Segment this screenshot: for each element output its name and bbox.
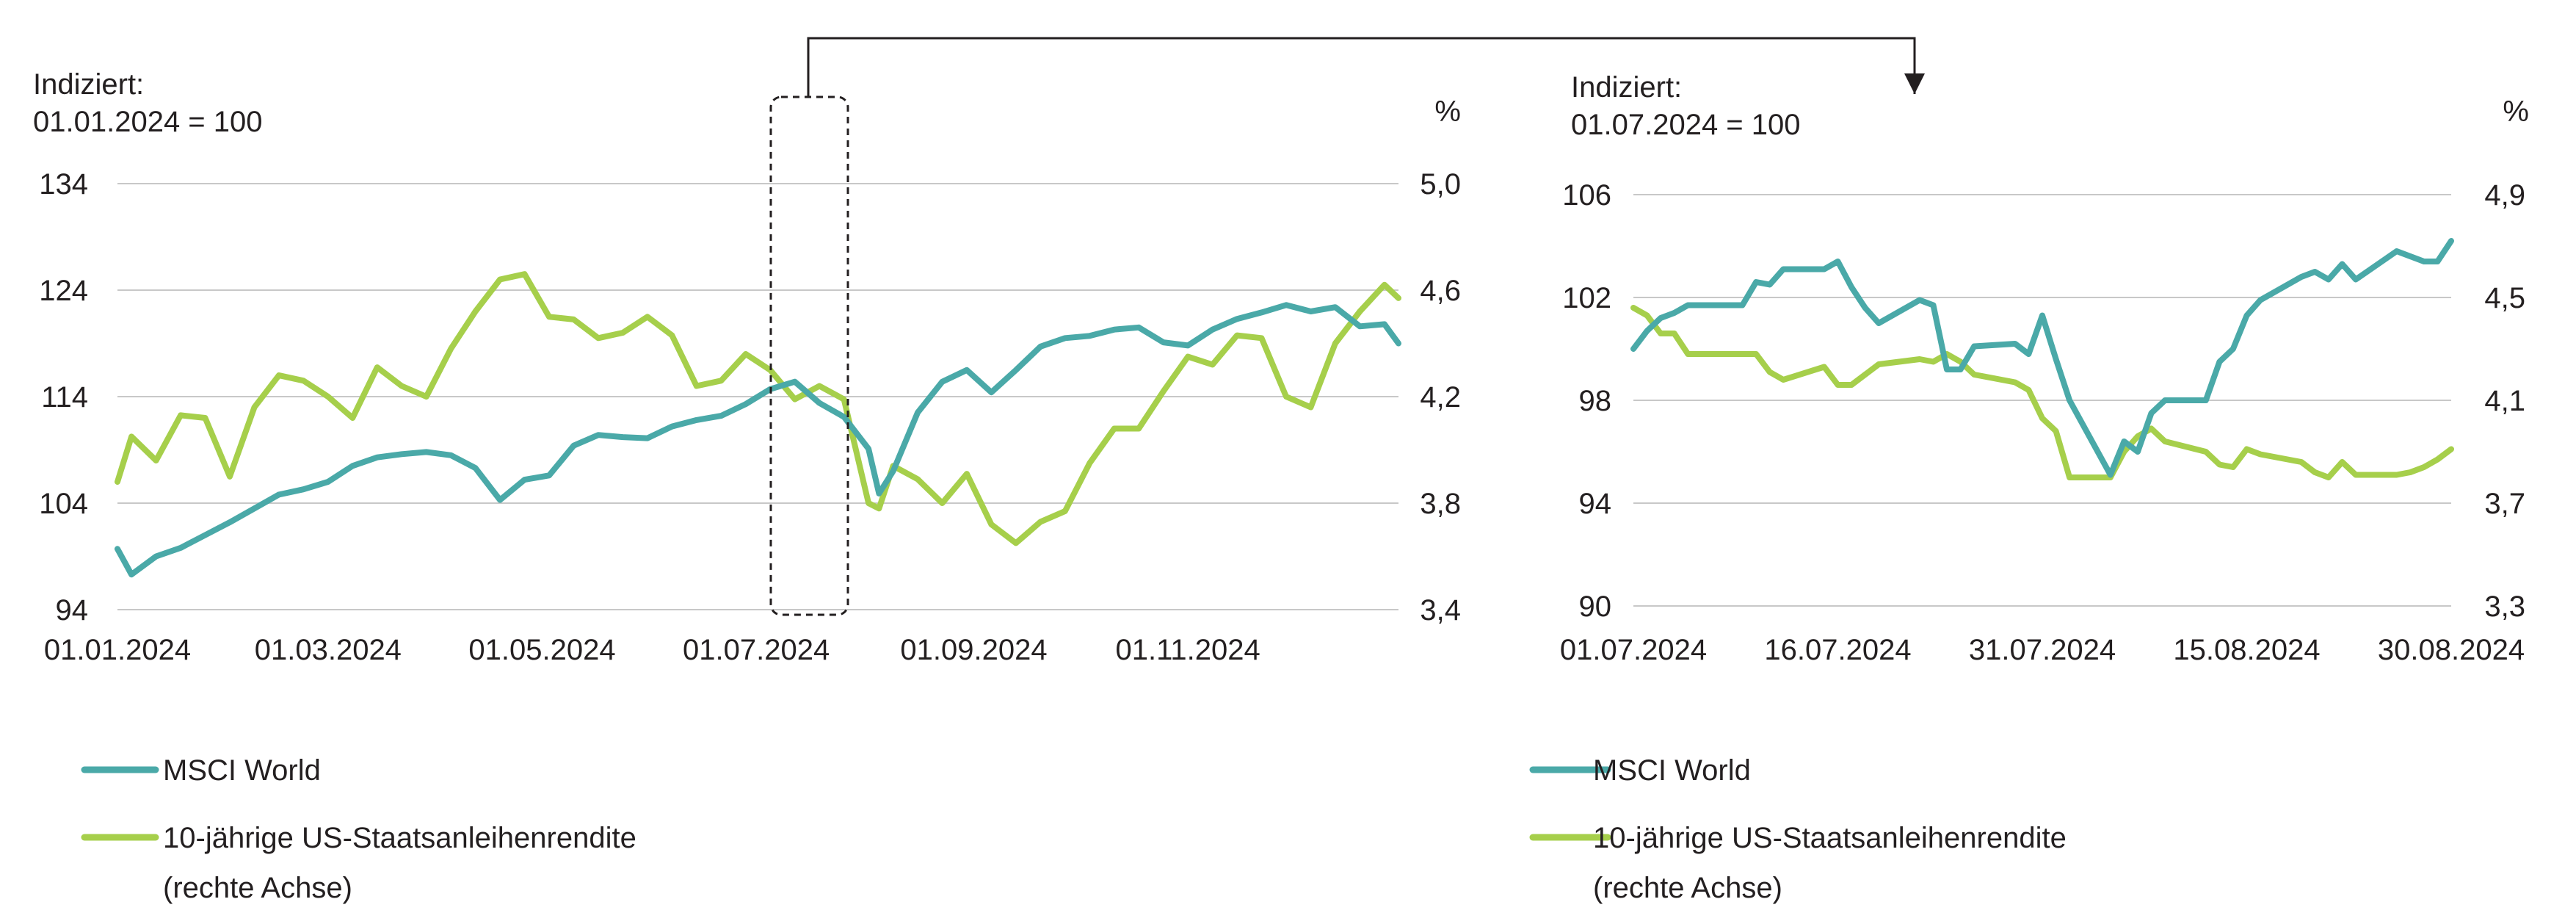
chart-left: Indiziert: 01.01.2024 = 100 % 134 5,0 124 4… [33, 68, 1461, 666]
right-tick-label: 4,5 [2484, 282, 2525, 314]
legend-label-bond-note: (rechte Achse) [163, 872, 352, 904]
series-line-msci-world [1630, 238, 2454, 478]
left-ticks: 134 5,0 124 4,6 114 4,2 104 3,8 94 3,4 01.01.2024 0… [39, 168, 1461, 666]
left-tick-label: 114 [41, 381, 88, 414]
left-tick-label: 90 [1579, 591, 1612, 623]
legend-label-bond-note: (rechte Achse) [1593, 872, 1782, 904]
x-tick-label: 30.08.2024 [2378, 634, 2525, 666]
left-tick-label: 134 [39, 168, 88, 201]
right-tick-label: 5,0 [1420, 168, 1461, 201]
right-tick-label: 4,2 [1420, 381, 1461, 414]
legend-label-bond: 10-jährige US-Staatsanleihenrendite [163, 822, 636, 854]
legend-label-msci: MSCI World [163, 754, 321, 787]
left-tick-label: 94 [1579, 488, 1612, 520]
x-tick-label: 01.05.2024 [468, 634, 615, 666]
x-tick-label: 01.03.2024 [255, 634, 402, 666]
right-chart-axis-title-line1: Indiziert: [1571, 71, 1682, 104]
x-tick-label: 01.07.2024 [683, 634, 830, 666]
left-axis-title-line1: Indiziert: [33, 68, 144, 101]
right-chart-grid [1633, 194, 2451, 607]
x-tick-label: 01.01.2024 [44, 634, 191, 666]
right-tick-label: 4,9 [2484, 179, 2525, 212]
left-axis-title-line2: 01.01.2024 = 100 [33, 106, 263, 138]
x-tick-label: 01.09.2024 [900, 634, 1047, 666]
legend-right: MSCI World 10-jährige US-Staatsanleihenr… [1529, 754, 2067, 904]
x-tick-label: 01.11.2024 [1116, 634, 1260, 666]
left-tick-label: 104 [39, 488, 88, 520]
x-tick-label: 31.07.2024 [1969, 634, 2116, 666]
right-tick-label: 3,4 [1420, 594, 1461, 627]
x-tick-label: 15.08.2024 [2173, 634, 2320, 666]
right-chart-right-axis-title: % [2503, 95, 2529, 128]
right-tick-label: 3,8 [1420, 488, 1461, 520]
right-chart-lines [1630, 238, 2454, 480]
chart-right: Indiziert: 01.07.2024 = 100 % 106 4,9 102 4… [1560, 71, 2529, 666]
right-tick-label: 4,1 [2484, 385, 2525, 417]
legend-label-bond: 10-jährige US-Staatsanleihenrendite [1593, 822, 2067, 854]
series-line-us-10y-yield [1630, 305, 2454, 480]
left-tick-label: 106 [1562, 179, 1611, 212]
right-tick-label: 4,6 [1420, 275, 1461, 307]
x-tick-label: 16.07.2024 [1764, 634, 1911, 666]
legend-label-msci: MSCI World [1593, 754, 1751, 787]
right-tick-label: 3,7 [2484, 488, 2525, 520]
legend-left: MSCI World 10-jährige US-Staatsanleihenr… [81, 754, 636, 904]
x-tick-label: 01.07.2024 [1560, 634, 1707, 666]
left-tick-label: 98 [1579, 385, 1612, 417]
right-axis-title: % [1434, 95, 1461, 128]
zoom-connector-arrow [807, 37, 1925, 97]
left-tick-label: 124 [39, 275, 88, 307]
zoom-highlight-box [769, 95, 849, 616]
series-line-us-10y-yield [115, 271, 1401, 546]
series-line-msci-world [115, 302, 1401, 578]
right-tick-label: 3,3 [2484, 591, 2525, 623]
right-chart-ticks: 106 4,9 102 4,5 98 4,1 94 3,7 90 3,3 01.07.2024 16.… [1560, 179, 2525, 666]
left-tick-label: 102 [1562, 282, 1611, 314]
left-lines [115, 271, 1401, 578]
left-tick-label: 94 [56, 594, 89, 627]
right-chart-axis-title-line2: 01.07.2024 = 100 [1571, 109, 1801, 141]
